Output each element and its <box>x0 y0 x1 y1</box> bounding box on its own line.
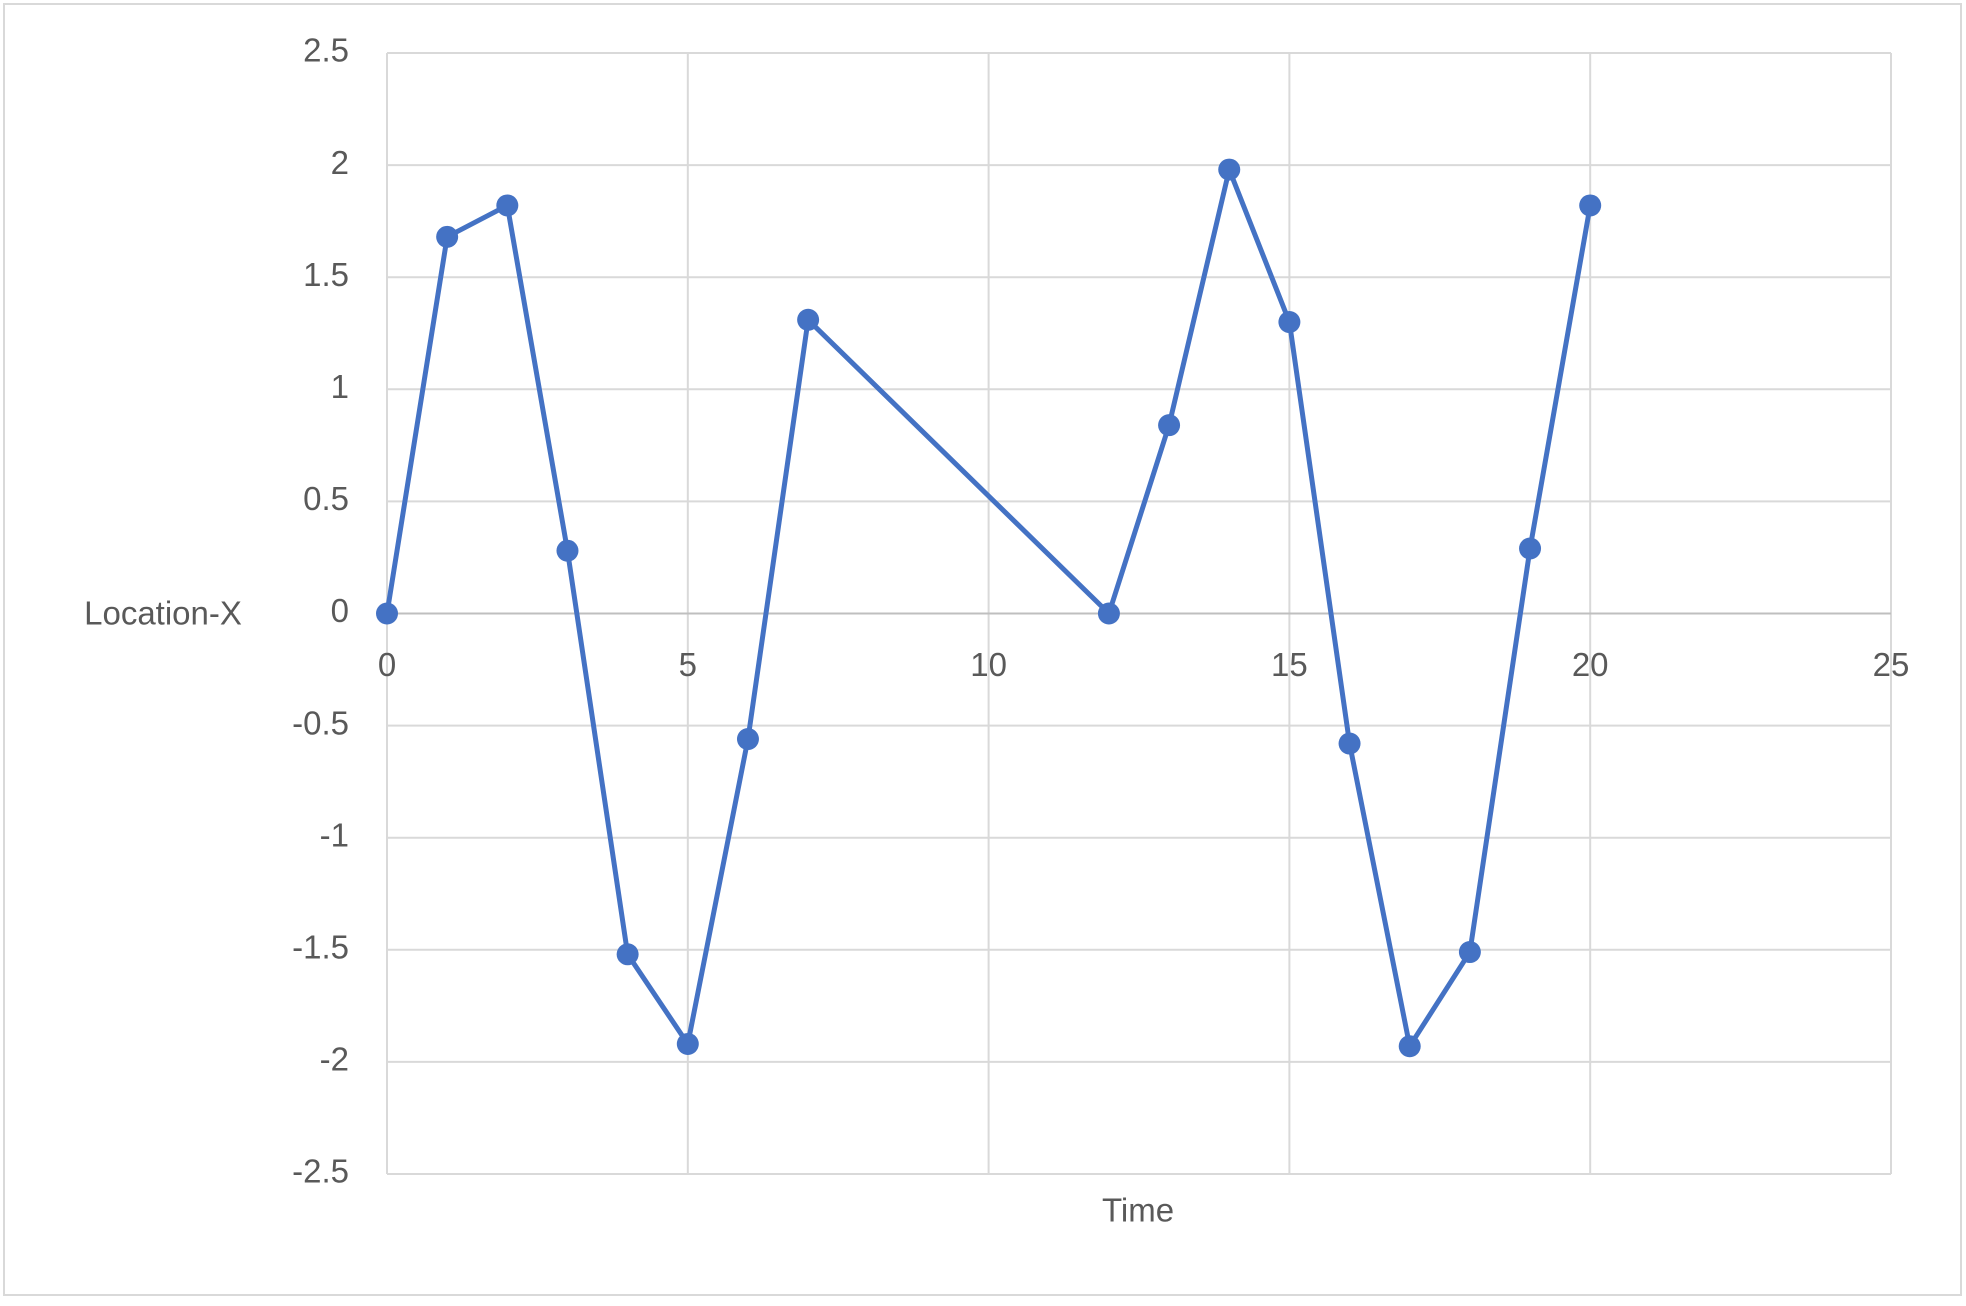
y-tick-label: 0 <box>331 592 349 629</box>
y-tick-label: 2 <box>331 144 349 181</box>
x-tick-label: 10 <box>970 646 1007 683</box>
y-tick-label: 1.5 <box>303 256 349 293</box>
data-point <box>1338 732 1361 755</box>
data-point <box>1458 941 1481 964</box>
y-tick-label: -2 <box>320 1041 349 1078</box>
data-point <box>676 1032 699 1055</box>
data-point <box>556 539 579 562</box>
data-point <box>496 194 519 217</box>
x-tick-label: 5 <box>679 646 697 683</box>
data-point <box>736 728 759 751</box>
y-tick-label: -1 <box>320 816 349 853</box>
y-tick-label: -2.5 <box>292 1153 349 1190</box>
data-point <box>1278 311 1301 334</box>
data-point <box>436 225 459 248</box>
y-tick-label: 2.5 <box>303 32 349 69</box>
data-point <box>1579 194 1602 217</box>
y-tick-label: 1 <box>331 368 349 405</box>
data-point <box>1097 602 1120 625</box>
data-point <box>376 602 398 625</box>
data-point <box>797 308 820 331</box>
x-tick-label: 25 <box>1873 646 1910 683</box>
data-point <box>1519 537 1542 560</box>
x-tick-label: 15 <box>1271 646 1308 683</box>
y-tick-label: -0.5 <box>292 704 349 741</box>
data-point <box>1218 158 1241 181</box>
data-point <box>1398 1035 1421 1058</box>
data-point <box>616 943 639 966</box>
chart-frame <box>3 3 1962 1296</box>
x-tick-label: 20 <box>1572 646 1609 683</box>
x-axis-label: Time <box>1102 1192 1174 1229</box>
y-tick-label: -1.5 <box>292 929 349 966</box>
data-point <box>1158 414 1181 437</box>
x-tick-label: 0 <box>378 646 396 683</box>
y-tick-label: 0.5 <box>303 480 349 517</box>
y-axis-label: Location-X <box>84 595 242 632</box>
